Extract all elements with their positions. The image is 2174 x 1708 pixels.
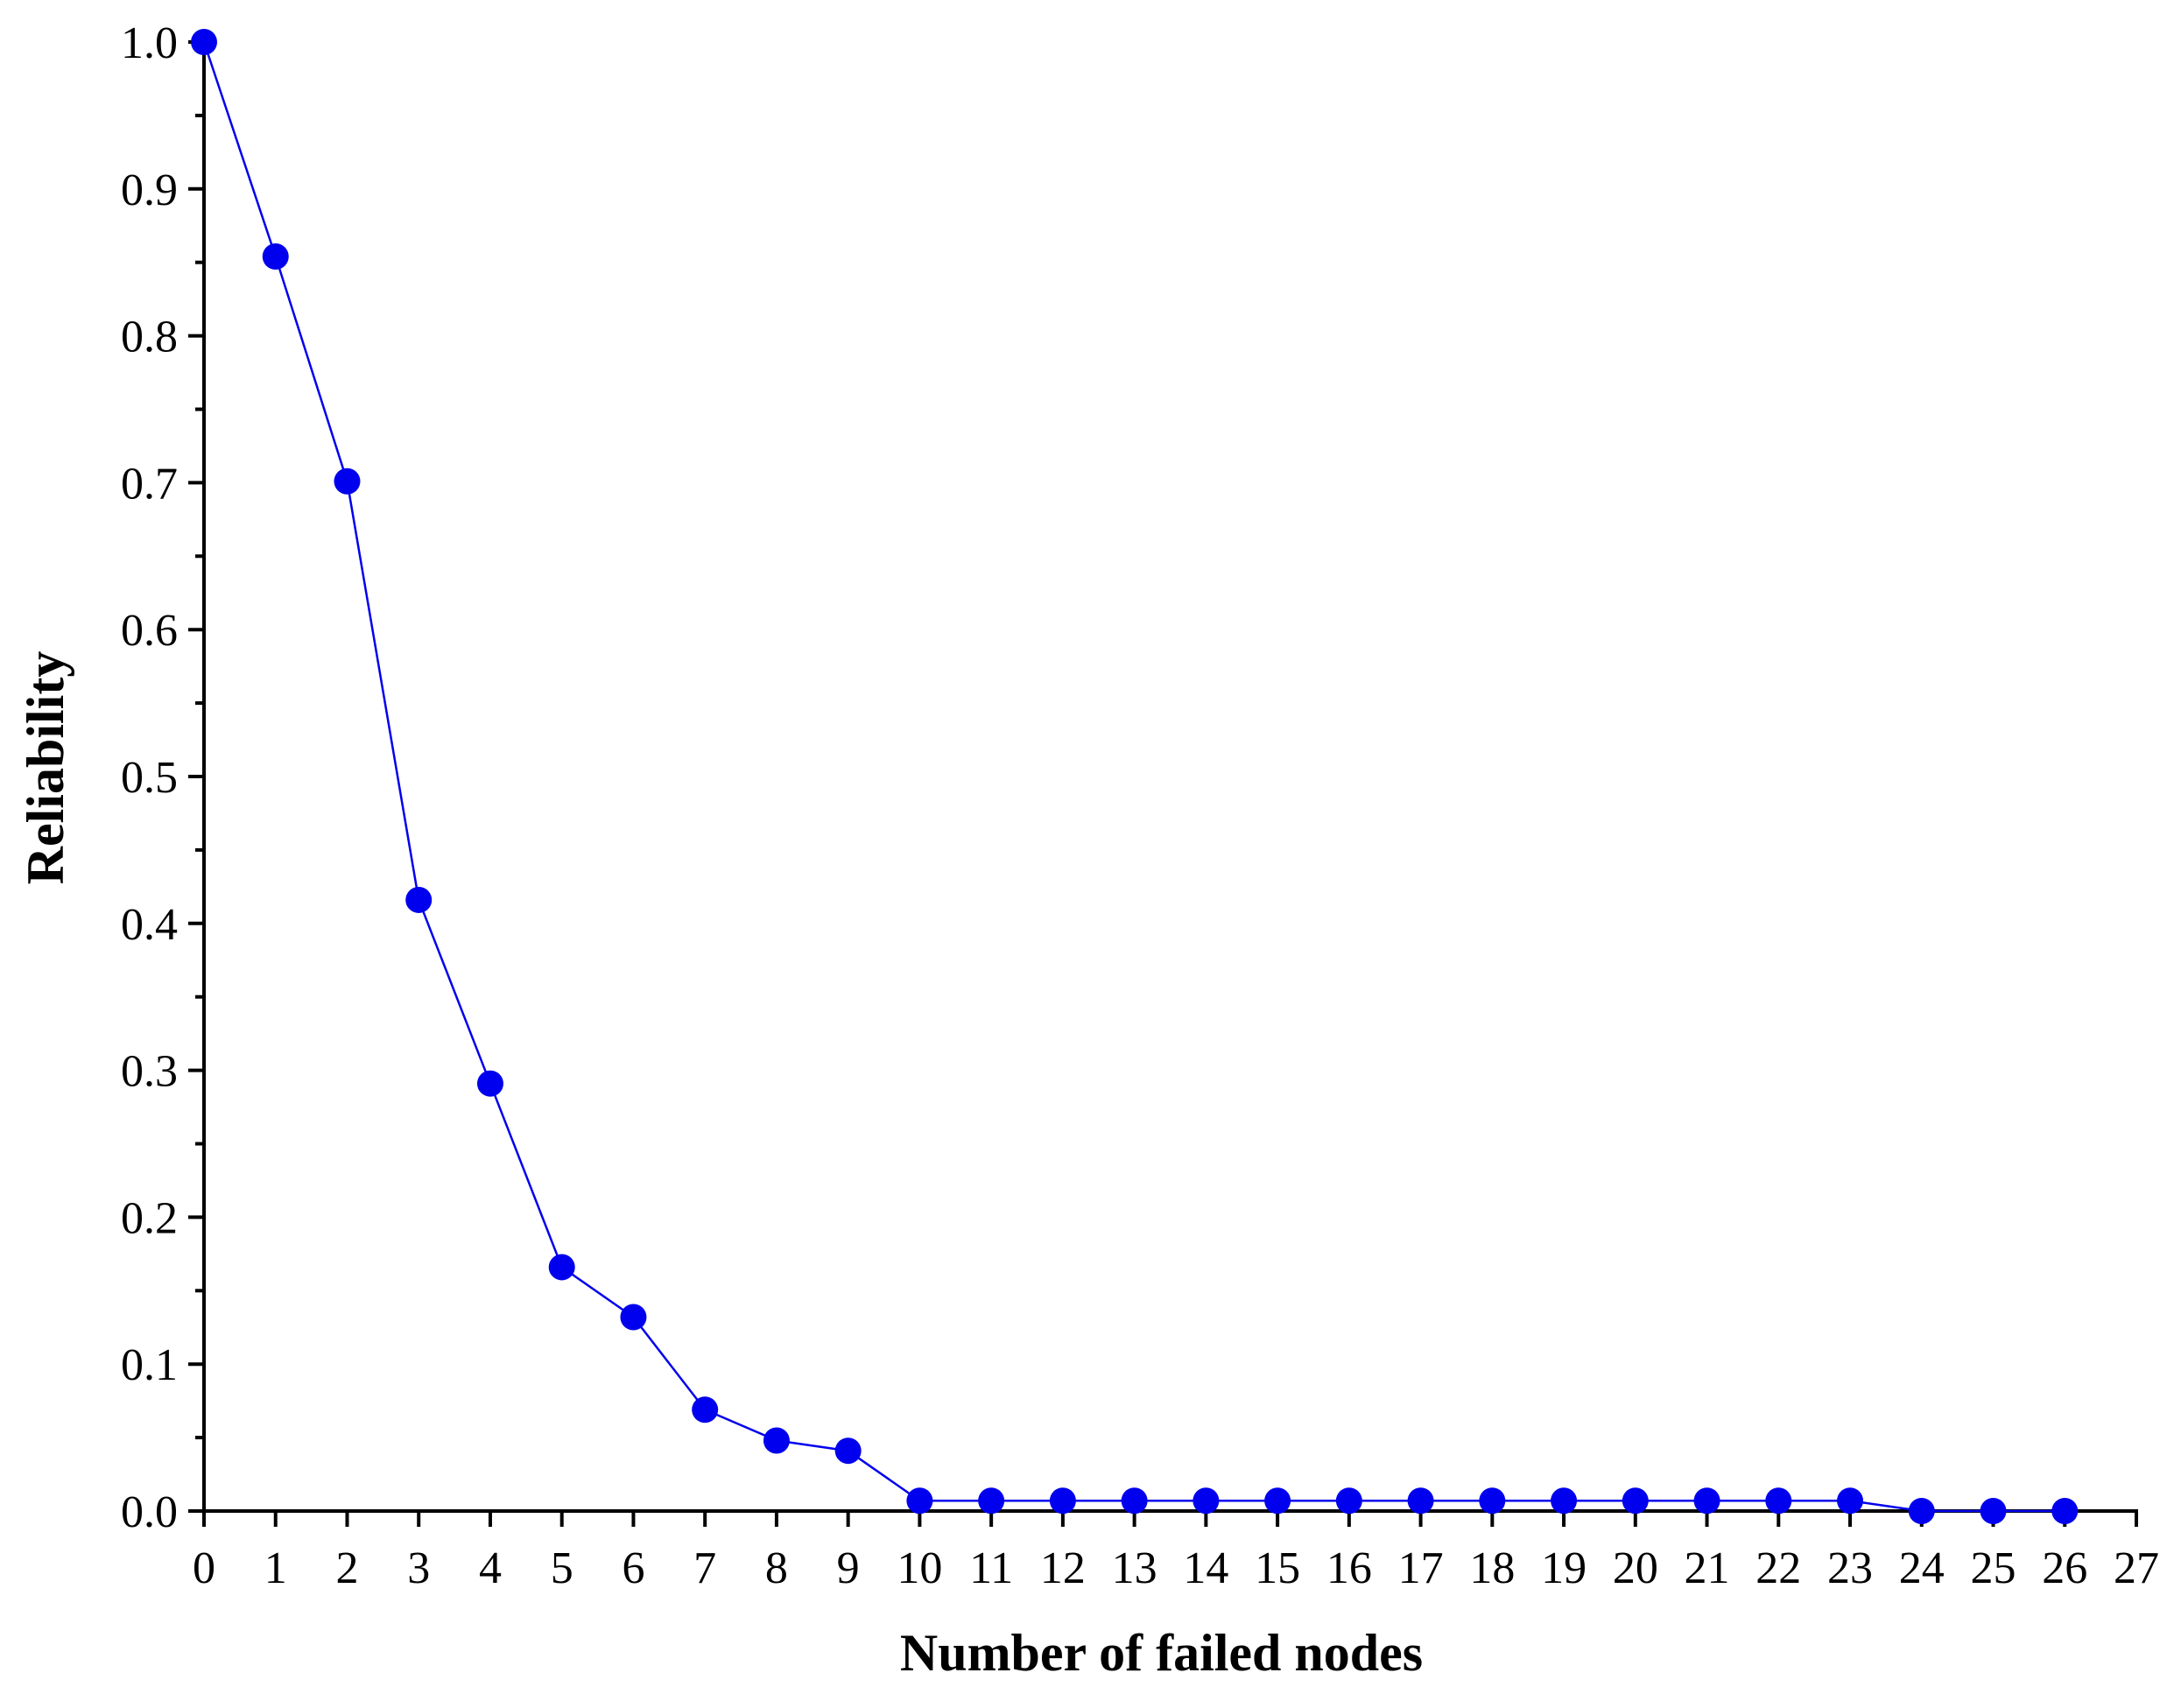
x-axis-title: Number of failed nodes — [900, 1624, 1423, 1682]
x-axis-ticks — [202, 1511, 2138, 1527]
data-point — [334, 467, 361, 495]
data-point — [1479, 1487, 1506, 1515]
series-points — [191, 29, 2079, 1524]
data-point — [1765, 1487, 1792, 1515]
data-point — [1693, 1487, 1720, 1515]
x-tick-label: 19 — [1541, 1543, 1587, 1593]
data-point — [1335, 1487, 1362, 1515]
x-tick-label: 5 — [551, 1543, 573, 1593]
x-tick-label: 1 — [264, 1543, 287, 1593]
x-tick-label: 10 — [897, 1543, 942, 1593]
x-tick-label: 8 — [765, 1543, 788, 1593]
x-tick-label: 25 — [1971, 1543, 2016, 1593]
data-point — [1193, 1487, 1220, 1515]
data-point — [1908, 1498, 1935, 1524]
data-point — [191, 29, 217, 55]
y-tick-label: 0.8 — [121, 313, 178, 362]
y-tick-label: 0.1 — [121, 1340, 178, 1390]
y-tick-label: 0.9 — [121, 165, 178, 215]
x-tick-label: 0 — [193, 1543, 215, 1593]
x-tick-label: 21 — [1685, 1543, 1730, 1593]
x-axis-tick-labels: 0 1 2 3 4 5 6 7 8 9 10 11 12 13 14 15 16 17 18 19 20 21 22 23 24… — [193, 1543, 2159, 1593]
data-point — [1407, 1487, 1434, 1515]
y-tick-label: 0.6 — [121, 606, 178, 656]
x-tick-label: 14 — [1183, 1543, 1228, 1593]
x-tick-label: 11 — [969, 1543, 1013, 1593]
y-tick-label: 0.7 — [121, 459, 178, 509]
data-point — [262, 242, 289, 270]
series-line — [202, 41, 2065, 1513]
data-point — [476, 1070, 503, 1097]
x-tick-label: 4 — [479, 1543, 502, 1593]
data-point — [1837, 1487, 1864, 1515]
y-tick-label: 0.5 — [121, 753, 178, 803]
y-tick-label: 0.3 — [121, 1047, 178, 1097]
data-point — [692, 1396, 719, 1423]
x-tick-label: 6 — [622, 1543, 644, 1593]
y-tick-label: 0.2 — [121, 1193, 178, 1243]
x-tick-label: 26 — [2042, 1543, 2087, 1593]
y-tick-label: 1.0 — [121, 18, 178, 68]
x-tick-label: 2 — [335, 1543, 358, 1593]
x-tick-label: 20 — [1613, 1543, 1658, 1593]
x-tick-label: 22 — [1755, 1543, 1801, 1593]
data-point — [906, 1487, 933, 1515]
x-tick-label: 9 — [837, 1543, 860, 1593]
y-tick-label: 0.4 — [121, 900, 178, 950]
data-point — [978, 1487, 1005, 1515]
data-point — [1622, 1487, 1649, 1515]
data-point — [1551, 1487, 1578, 1515]
data-point — [1264, 1487, 1291, 1515]
y-tick-label: 0.0 — [121, 1487, 178, 1537]
data-point — [763, 1427, 790, 1454]
y-axis-major-ticks — [188, 40, 204, 1513]
data-point — [548, 1254, 575, 1281]
x-tick-label: 18 — [1469, 1543, 1515, 1593]
data-point — [1980, 1498, 2007, 1524]
data-point — [1049, 1487, 1076, 1515]
y-axis-title: Reliability — [17, 651, 74, 885]
x-tick-label: 23 — [1827, 1543, 1873, 1593]
x-tick-label: 13 — [1112, 1543, 1157, 1593]
data-point — [834, 1437, 862, 1465]
x-tick-label: 7 — [693, 1543, 716, 1593]
x-tick-label: 17 — [1398, 1543, 1444, 1593]
x-tick-label: 16 — [1326, 1543, 1372, 1593]
data-point — [405, 886, 433, 913]
data-point — [1121, 1487, 1148, 1515]
data-point — [620, 1304, 647, 1331]
x-tick-label: 24 — [1899, 1543, 1945, 1593]
x-tick-label: 12 — [1040, 1543, 1086, 1593]
x-tick-label: 27 — [2114, 1543, 2159, 1593]
x-tick-label: 3 — [407, 1543, 430, 1593]
x-tick-label: 15 — [1255, 1543, 1300, 1593]
y-axis-tick-labels: 0.0 0.1 0.2 0.3 0.4 0.5 0.6 0.7 0.8 0.9 1.0 — [121, 18, 178, 1537]
data-point — [2051, 1498, 2079, 1524]
